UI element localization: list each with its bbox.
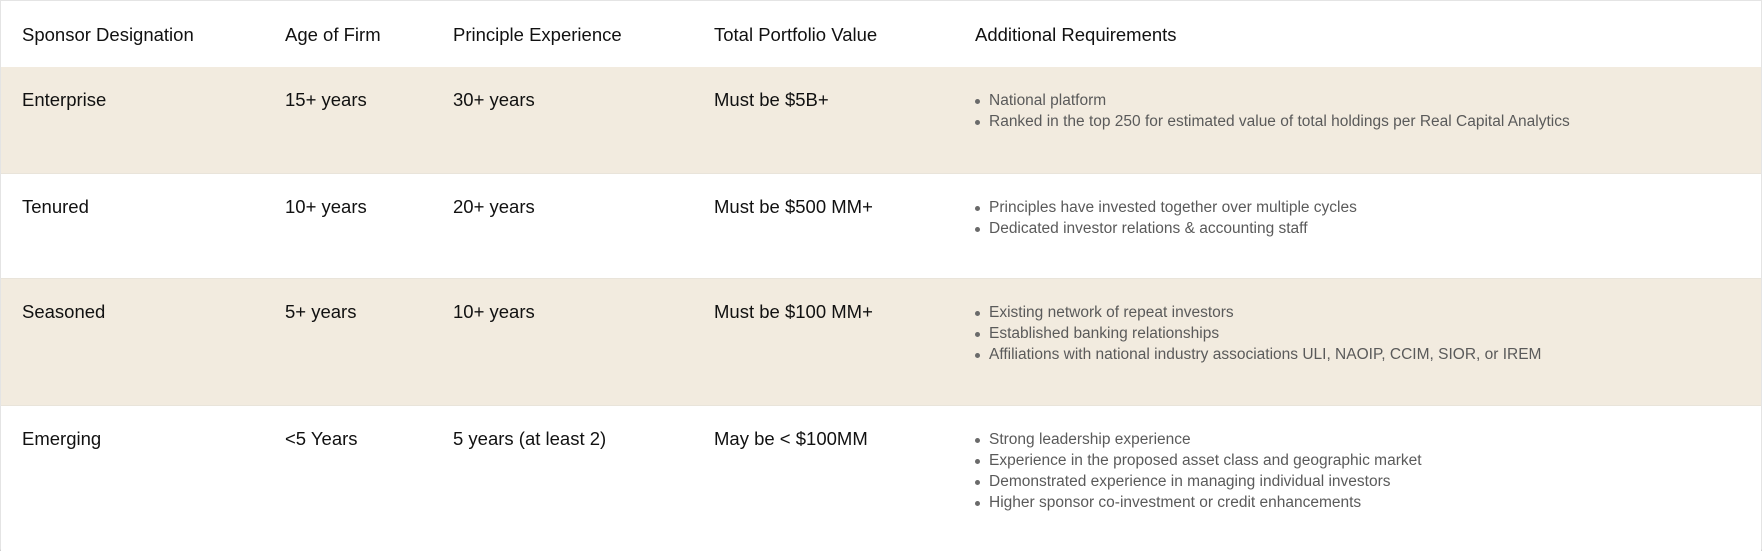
portfolio-cell: Must be $100 MM+ (693, 277, 954, 405)
requirements-list: Existing network of repeat investors Est… (975, 302, 1761, 365)
requirements-cell: Existing network of repeat investors Est… (954, 277, 1761, 405)
list-item: National platform (975, 90, 1761, 111)
header-total-portfolio-value: Total Portfolio Value (714, 24, 878, 45)
table-body: Enterprise 15+ years 30+ years Must be $… (1, 67, 1761, 552)
table-header: Sponsor Designation Age of Firm Principl… (1, 1, 1761, 67)
list-item: Established banking relationships (975, 323, 1761, 344)
list-item: Principles have invested together over m… (975, 197, 1761, 218)
requirements-list: Principles have invested together over m… (975, 197, 1761, 239)
header-additional-requirements: Additional Requirements (975, 24, 1177, 45)
list-item: Experience in the proposed asset class a… (975, 450, 1761, 471)
portfolio-cell: May be < $100MM (693, 404, 954, 552)
experience-cell: 10+ years (432, 277, 693, 405)
header-principle-experience: Principle Experience (453, 24, 622, 45)
table-row: Emerging <5 Years 5 years (at least 2) M… (1, 404, 1761, 552)
header-sponsor-designation: Sponsor Designation (22, 24, 194, 45)
table-row: Tenured 10+ years 20+ years Must be $500… (1, 172, 1761, 278)
list-item: Higher sponsor co-investment or credit e… (975, 492, 1761, 513)
designation-cell: Seasoned (1, 277, 264, 405)
age-cell: 5+ years (264, 277, 432, 405)
designation-cell: Emerging (1, 404, 264, 552)
list-item: Demonstrated experience in managing indi… (975, 471, 1761, 492)
age-cell: 15+ years (285, 89, 367, 110)
designation-cell: Enterprise (22, 89, 107, 110)
portfolio-cell: Must be $5B+ (714, 89, 829, 110)
list-item: Affiliations with national industry asso… (975, 344, 1761, 365)
age-cell: 10+ years (264, 172, 432, 278)
portfolio-cell: Must be $500 MM+ (693, 172, 954, 278)
header-age-of-firm: Age of Firm (285, 24, 381, 45)
list-item: Ranked in the top 250 for estimated valu… (975, 111, 1761, 132)
experience-cell: 20+ years (432, 172, 693, 278)
experience-cell: 30+ years (453, 89, 535, 110)
list-item: Dedicated investor relations & accountin… (975, 218, 1761, 239)
requirements-cell: Principles have invested together over m… (954, 172, 1761, 278)
requirements-list: Strong leadership experience Experience … (975, 429, 1761, 513)
list-item: Existing network of repeat investors (975, 302, 1761, 323)
requirements-list: National platform Ranked in the top 250 … (975, 90, 1761, 132)
experience-cell: 5 years (at least 2) (432, 404, 693, 552)
header-row: Sponsor Designation Age of Firm Principl… (1, 1, 1761, 67)
designation-cell: Tenured (1, 172, 264, 278)
table-row: Enterprise 15+ years 30+ years Must be $… (1, 67, 1761, 173)
requirements-cell: National platform Ranked in the top 250 … (954, 67, 1761, 173)
list-item: Strong leadership experience (975, 429, 1761, 450)
age-cell: <5 Years (264, 404, 432, 552)
table-row: Seasoned 5+ years 10+ years Must be $100… (1, 277, 1761, 405)
requirements-cell: Strong leadership experience Experience … (954, 404, 1761, 552)
